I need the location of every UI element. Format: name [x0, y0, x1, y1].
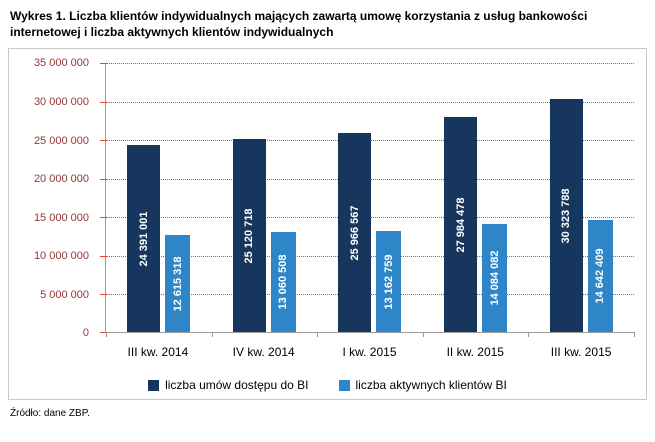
x-axis-category-label: II kw. 2015 [446, 345, 504, 360]
x-axis-tick [317, 332, 319, 338]
y-axis-tick-label: 25 000 000 [33, 134, 89, 147]
x-axis-tick [634, 332, 635, 338]
bar-value-label: 24 391 001 [137, 211, 150, 267]
bar-group: 27 984 478 14 084 082 [423, 63, 529, 333]
x-axis-category-label: III kw. 2014 [127, 345, 189, 360]
legend-item: liczba aktywnych klientów BI [338, 378, 507, 393]
bar-group: 24 391 001 12 615 318 [106, 63, 212, 333]
y-axis-tick [100, 140, 106, 142]
y-axis-tick [100, 63, 106, 65]
x-axis-tick [422, 332, 424, 338]
bar-value-label: 13 060 508 [277, 254, 290, 310]
bar-umowy-dostepu: 25 120 718 [232, 139, 266, 333]
x-axis-category-label: III kw. 2015 [550, 345, 612, 360]
y-axis-tick-label: 15 000 000 [33, 211, 89, 224]
y-axis-tick-label: 0 [82, 327, 89, 340]
y-axis-tick [100, 255, 106, 257]
x-axis-tick [211, 332, 213, 338]
bar-umowy-dostepu: 27 984 478 [444, 117, 478, 333]
y-axis-labels: 0 5 000 000 10 000 000 15 000 000 20 000 000… [9, 57, 97, 339]
bar-aktywni-klienci: 13 060 508 [270, 232, 296, 333]
legend: liczba umów dostępu do BI liczba aktywnyc… [9, 378, 646, 392]
bar-value-label: 14 084 082 [488, 250, 501, 306]
legend-swatch [338, 379, 350, 391]
bar-value-label: 14 642 409 [594, 248, 607, 304]
bar-value-label: 25 966 567 [348, 205, 361, 261]
x-axis-labels: III kw. 2014 IV kw. 2014 I kw. 2015 II kw. … [105, 339, 634, 365]
y-axis-tick-label: 30 000 000 [33, 95, 89, 108]
y-axis-tick [100, 217, 106, 219]
bar-aktywni-klienci: 14 084 082 [482, 224, 508, 333]
x-axis-category-label: I kw. 2015 [342, 345, 397, 360]
y-axis-tick [100, 178, 106, 180]
bar-umowy-dostepu: 24 391 001 [127, 144, 161, 333]
bar-value-label: 27 984 478 [454, 197, 467, 253]
bar-group: 25 966 567 13 162 759 [317, 63, 423, 333]
y-axis-tick [100, 101, 106, 103]
y-axis-tick-label: 10 000 000 [33, 250, 89, 263]
bar-aktywni-klienci: 12 615 318 [165, 235, 191, 333]
plot-area: 24 391 001 12 615 318 25 120 718 13 060 508… [100, 63, 635, 338]
y-axis-tick-label: 20 000 000 [33, 173, 89, 186]
gridline [106, 101, 634, 103]
bar-value-label: 12 615 318 [171, 256, 184, 312]
legend-label: liczba umów dostępu do BI [165, 378, 309, 393]
bar-value-label: 30 323 788 [560, 188, 573, 244]
bar-group: 25 120 718 13 060 508 [212, 63, 318, 333]
bar-value-label: 25 120 718 [243, 208, 256, 264]
bar-groups: 24 391 001 12 615 318 25 120 718 13 060 508… [106, 63, 634, 333]
legend-swatch [148, 379, 160, 391]
bar-aktywni-klienci: 14 642 409 [587, 219, 613, 333]
bar-group: 30 323 788 14 642 409 [528, 63, 634, 333]
bar-aktywni-klienci: 13 162 759 [376, 231, 402, 333]
chart-title: Wykres 1. Liczba klientów indywidualnych… [10, 9, 588, 40]
bar-umowy-dostepu: 25 966 567 [338, 132, 372, 333]
legend-label: liczba aktywnych klientów BI [355, 378, 507, 393]
x-axis-tick [528, 332, 530, 338]
y-axis-tick [100, 293, 106, 295]
bar-umowy-dostepu: 30 323 788 [549, 99, 583, 333]
y-axis-tick [100, 332, 106, 334]
bar-value-label: 13 162 759 [382, 254, 395, 310]
legend-item: liczba umów dostępu do BI [148, 378, 309, 393]
x-axis-tick [106, 332, 107, 338]
y-axis-tick-label: 35 000 000 [33, 57, 89, 70]
y-axis-tick-label: 5 000 000 [40, 288, 89, 301]
x-axis-category-label: IV kw. 2014 [232, 345, 295, 360]
gridline [106, 63, 634, 65]
chart-figure: 0 5 000 000 10 000 000 15 000 000 20 000 000… [8, 48, 647, 401]
source-note: Źródło: dane ZBP. [10, 408, 90, 420]
